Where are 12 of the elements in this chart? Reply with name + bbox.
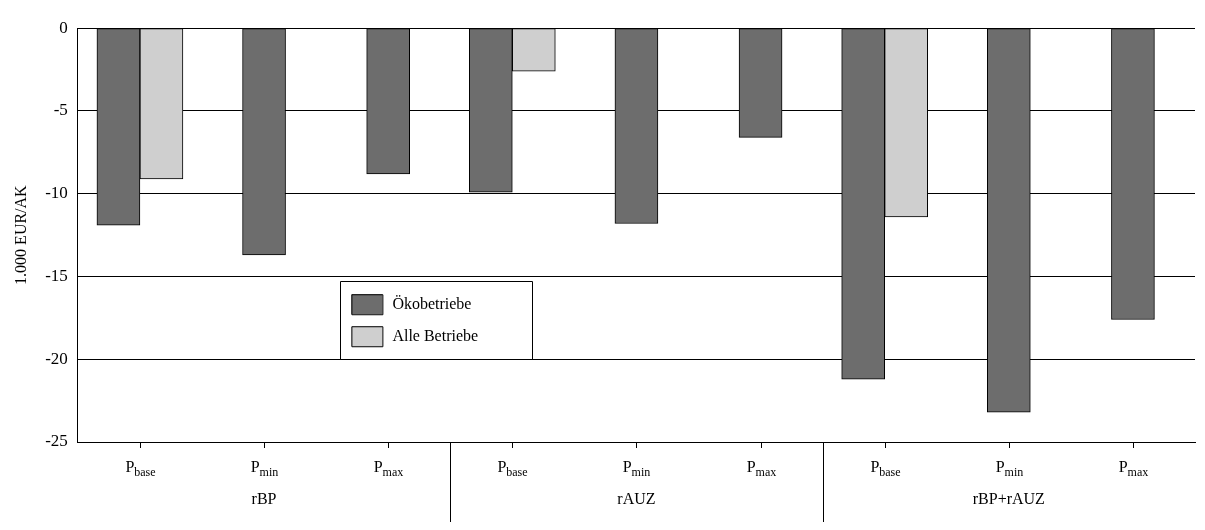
text: rAUZ bbox=[617, 490, 656, 507]
legend-label: Ökobetriebe bbox=[392, 295, 472, 313]
y-tick-label: -20 bbox=[45, 348, 68, 368]
y-tick-label: -5 bbox=[53, 100, 68, 120]
y-axis-title: 1.000 EUR/AK bbox=[11, 184, 29, 285]
y-tick-label: 0 bbox=[59, 17, 68, 37]
y-tick-label: -15 bbox=[45, 265, 68, 285]
y-tick-label: -25 bbox=[45, 431, 68, 451]
text: rBP+rAUZ bbox=[972, 490, 1045, 507]
y-tick-label: -10 bbox=[45, 183, 68, 203]
text: rBP bbox=[251, 490, 277, 507]
legend-label: Alle Betriebe bbox=[392, 327, 479, 345]
